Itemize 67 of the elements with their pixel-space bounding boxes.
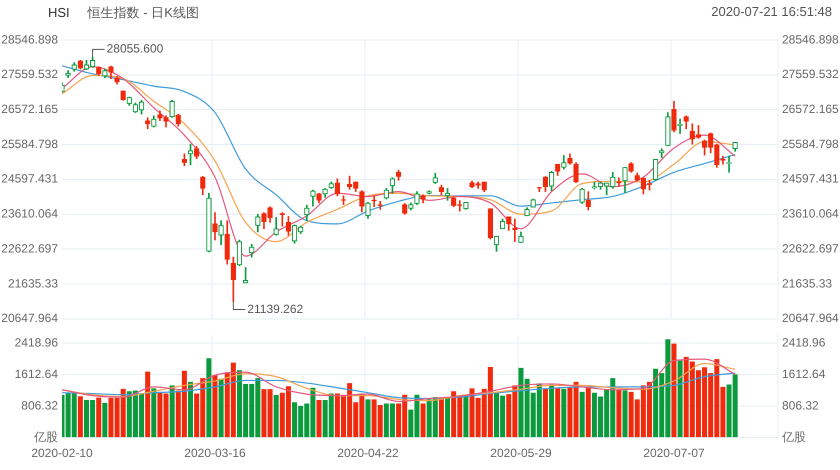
y2-tick-label: 806.32 bbox=[782, 398, 820, 412]
bar bbox=[212, 375, 218, 438]
bar bbox=[420, 403, 426, 438]
candlestick bbox=[340, 196, 346, 205]
y-tick-label: 806.32 bbox=[21, 398, 58, 412]
bar bbox=[96, 398, 102, 438]
y-tick-label: 1612.64 bbox=[14, 366, 58, 381]
bar bbox=[463, 394, 468, 438]
y2-tick-label: 21635.33 bbox=[782, 276, 832, 290]
chart-title: HSI bbox=[48, 5, 70, 20]
bar bbox=[549, 384, 554, 438]
bar bbox=[365, 399, 370, 438]
bar bbox=[586, 387, 591, 438]
candlestick bbox=[726, 156, 732, 173]
x-tick-label: 2020-02-10 bbox=[31, 446, 94, 460]
bar bbox=[438, 398, 444, 438]
text: 2020-07-21 16:51:48 bbox=[711, 4, 832, 19]
x-tick-label: 2020-03-16 bbox=[184, 446, 246, 460]
y-tick-label: 21635.33 bbox=[8, 276, 58, 290]
y-tick-label: 24597.431 bbox=[1, 172, 58, 186]
bar bbox=[170, 385, 175, 438]
bar bbox=[580, 392, 585, 438]
y-tick-label: 28546.898 bbox=[1, 32, 58, 46]
bar bbox=[555, 388, 560, 438]
bar bbox=[151, 388, 156, 438]
y2-tick-label: 20647.964 bbox=[782, 311, 840, 326]
y2-tick-label: 亿股 bbox=[781, 430, 806, 444]
y-tick-label: 亿股 bbox=[33, 430, 58, 444]
bar bbox=[188, 382, 194, 438]
x-tick-label: 2020-04-22 bbox=[337, 446, 399, 460]
bar bbox=[274, 395, 279, 438]
y2-tick-label: 22622.697 bbox=[782, 241, 840, 256]
y-tick-label: 2418.96 bbox=[14, 335, 58, 350]
bar bbox=[78, 396, 83, 438]
bar bbox=[622, 390, 628, 438]
y-tick-label: 22622.697 bbox=[1, 241, 58, 256]
bar bbox=[316, 400, 322, 438]
x-tick-label: 2020-05-29 bbox=[490, 446, 552, 460]
y2-tick-label: 1612.64 bbox=[782, 366, 826, 381]
line-series bbox=[61, 372, 736, 400]
bar bbox=[561, 388, 566, 438]
y2-tick-label: 24597.431 bbox=[782, 172, 840, 186]
bar bbox=[102, 402, 108, 438]
y2-tick-label: 2418.96 bbox=[782, 335, 826, 350]
y-tick-label: 25584.798 bbox=[1, 136, 58, 151]
x-tick-label: 2020-07-07 bbox=[643, 446, 705, 460]
bar bbox=[145, 372, 150, 438]
annotation: 28055.600 bbox=[106, 42, 164, 56]
y2-tick-label: 23610.064 bbox=[782, 206, 840, 221]
y2-tick-label: 26572.165 bbox=[782, 102, 840, 116]
y-tick-label: 27559.532 bbox=[1, 67, 58, 82]
y2-tick-label: 27559.532 bbox=[782, 67, 840, 82]
bar bbox=[445, 397, 450, 438]
bar bbox=[678, 360, 683, 438]
bar bbox=[218, 378, 224, 438]
y2-tick-label: 25584.798 bbox=[782, 136, 840, 151]
y-tick-label: 23610.064 bbox=[1, 206, 58, 221]
bar bbox=[542, 388, 548, 438]
y2-tick-label: 28546.898 bbox=[782, 32, 840, 46]
bar bbox=[671, 344, 676, 438]
bar bbox=[616, 390, 622, 438]
annotation: 21139.262 bbox=[247, 302, 304, 316]
y-tick-label: 26572.165 bbox=[1, 102, 58, 116]
line-series bbox=[61, 65, 736, 224]
chart-subtitle: 恒生指数 - 日K线图 bbox=[88, 5, 199, 20]
bar bbox=[206, 358, 212, 438]
y-tick-label: 20647.964 bbox=[1, 311, 58, 326]
